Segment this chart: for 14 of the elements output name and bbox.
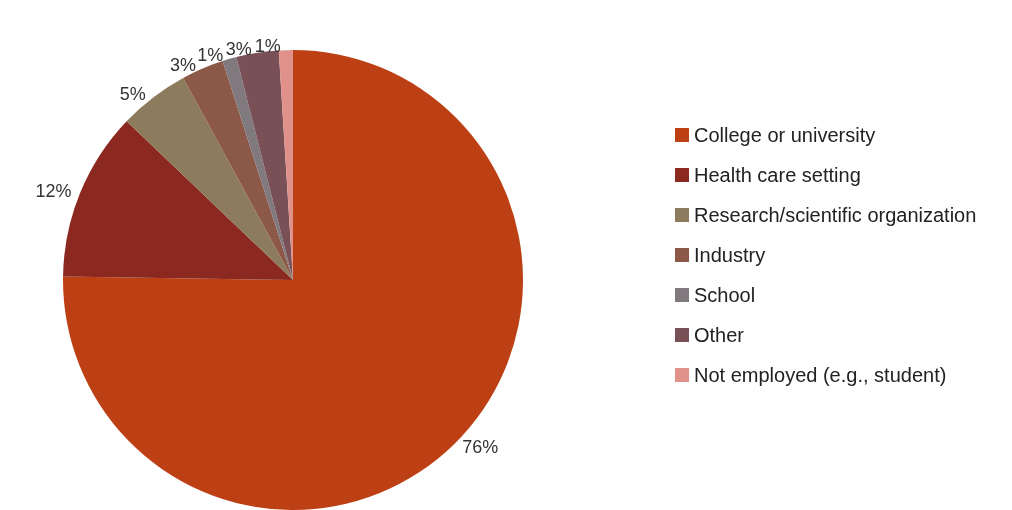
legend-label: College or university (694, 124, 876, 146)
data-label: 12% (35, 181, 72, 202)
data-label: 3% (225, 38, 252, 59)
data-label: 1% (254, 36, 281, 57)
legend-label: Research/scientific organization (694, 204, 977, 226)
data-label: 5% (119, 84, 146, 105)
data-label: 76% (462, 436, 499, 457)
legend-label: Other (694, 324, 745, 346)
legend-label: Industry (694, 244, 766, 266)
legend-label: Not employed (e.g., student) (694, 364, 947, 386)
legend-label: School (694, 284, 756, 306)
data-label: 1% (197, 45, 224, 66)
data-label: 3% (169, 54, 196, 75)
legend-label: Health care setting (694, 164, 861, 186)
